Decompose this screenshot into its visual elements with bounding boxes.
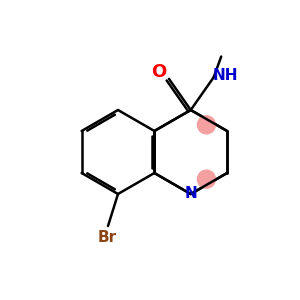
Text: NH: NH [213,68,239,83]
Text: Br: Br [98,230,117,244]
Text: N: N [184,187,197,202]
Circle shape [197,170,215,188]
Text: O: O [151,63,166,81]
Circle shape [197,116,215,134]
